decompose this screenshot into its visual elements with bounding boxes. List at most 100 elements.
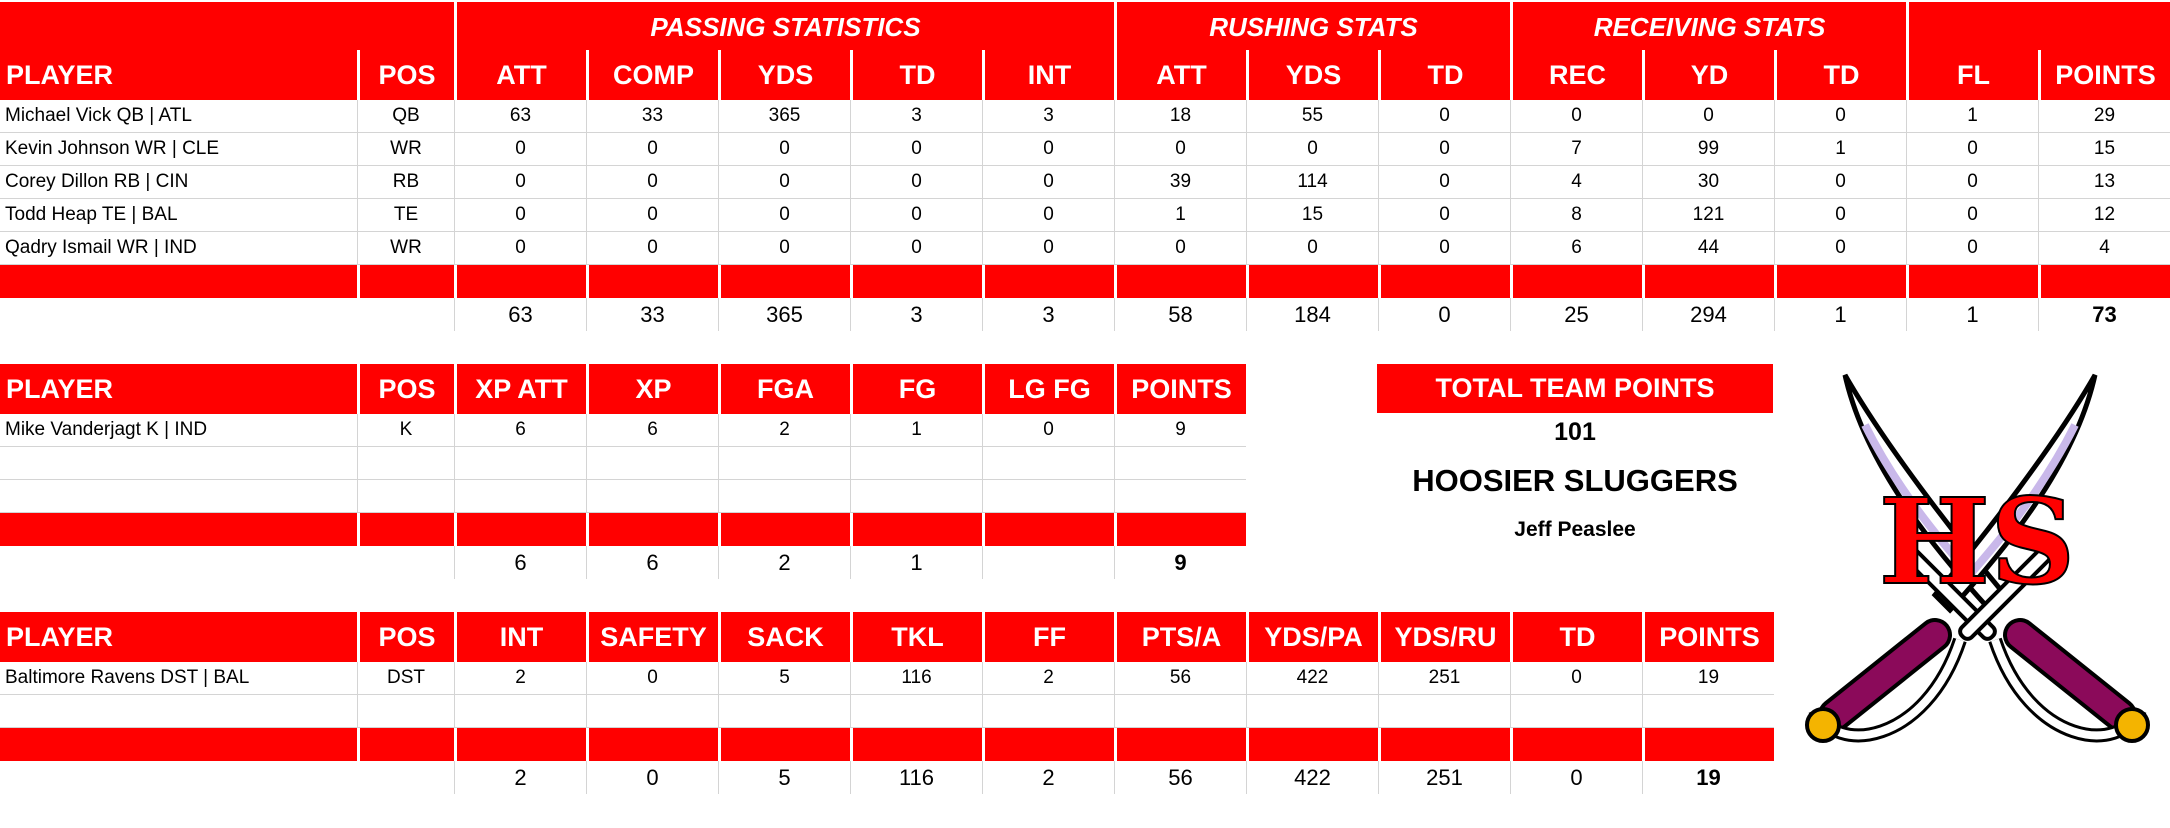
defense-cell [357, 695, 454, 728]
total-team-points-header: TOTAL TEAM POINTS [1377, 364, 1773, 413]
kicker-header-fg: FG [850, 364, 982, 414]
defense-total-points: 19 [1642, 761, 1774, 794]
logo-text: HS [1879, 472, 2076, 611]
offense-cell: 0 [454, 199, 586, 232]
offense-cell: 0 [850, 133, 982, 166]
offense-cell: 0 [718, 133, 850, 166]
kicker-cell [1114, 447, 1246, 480]
offense-cell: 114 [1246, 166, 1378, 199]
offense-cell: 44 [1642, 232, 1774, 265]
defense-header-int: INT [454, 612, 586, 662]
offense-cell: 121 [1642, 199, 1774, 232]
offense-cell: 0 [1378, 166, 1510, 199]
offense-cell: 0 [718, 166, 850, 199]
defense-cell [982, 695, 1114, 728]
offense-cell: 0 [982, 166, 1114, 199]
offense-cell: 0 [1906, 199, 2038, 232]
offense-cell: 33 [586, 100, 718, 133]
kicker-player-name: Mike Vanderjagt K | IND [0, 414, 357, 447]
offense-cell: 0 [1114, 232, 1246, 265]
defense-total-cell: 251 [1378, 761, 1510, 794]
offense-cell: 8 [1510, 199, 1642, 232]
kicker-total-cell: 6 [454, 546, 586, 579]
offense-cell: 39 [1114, 166, 1246, 199]
kicker-total-cell [982, 546, 1114, 579]
kicker-header-xp-att: XP ATT [454, 364, 586, 414]
offense-header-rec: REC [1510, 50, 1642, 100]
defense-total-cell: 0 [1510, 761, 1642, 794]
defense-cell: 19 [1642, 662, 1774, 695]
receiving-stats-group: RECEIVING STATS [1510, 0, 1906, 52]
kicker-cell: 6 [586, 414, 718, 447]
offense-cell: TE [357, 199, 454, 232]
kicker-cell: 0 [982, 414, 1114, 447]
defense-separator-bar [1246, 728, 1378, 761]
defense-cell: 0 [586, 662, 718, 695]
offense-total-cell: 1 [1906, 298, 2038, 331]
offense-total-points: 73 [2038, 298, 2170, 331]
kicker-cell [850, 447, 982, 480]
rushing-stats-group: RUSHING STATS [1114, 0, 1510, 52]
offense-separator-bar [982, 265, 1114, 298]
defense-cell: DST [357, 662, 454, 695]
offense-cell: 0 [1246, 232, 1378, 265]
defense-separator-bar [1378, 728, 1510, 761]
defense-total-cell: 56 [1114, 761, 1246, 794]
offense-total-cell: 294 [1642, 298, 1774, 331]
defense-header-pts-a: PTS/A [1114, 612, 1246, 662]
offense-cell: 29 [2038, 100, 2170, 133]
offense-cell: 4 [2038, 232, 2170, 265]
kicker-total-points: 9 [1114, 546, 1246, 579]
offense-cell: 365 [718, 100, 850, 133]
offense-cell: 3 [850, 100, 982, 133]
offense-header-att: ATT [1114, 50, 1246, 100]
defense-cell [718, 695, 850, 728]
crossed-swords-logo: HS [1795, 365, 2160, 750]
defense-separator-bar [0, 728, 357, 761]
offense-cell: 30 [1642, 166, 1774, 199]
defense-cell [850, 695, 982, 728]
offense-header-pos: POS [357, 50, 454, 100]
offense-separator-bar [357, 265, 454, 298]
offense-separator-bar [454, 265, 586, 298]
defense-total-cell: 5 [718, 761, 850, 794]
offense-cell: 0 [586, 166, 718, 199]
group-header-blank [1906, 0, 2170, 52]
offense-cell: 0 [1774, 232, 1906, 265]
kicker-header-lg-fg: LG FG [982, 364, 1114, 414]
offense-separator-bar [2038, 265, 2170, 298]
offense-total-cell: 3 [982, 298, 1114, 331]
kicker-cell [982, 480, 1114, 513]
kicker-player-name [0, 447, 357, 480]
offense-header-att: ATT [454, 50, 586, 100]
kicker-cell [454, 447, 586, 480]
kicker-total-cell [357, 546, 454, 579]
defense-cell: 2 [982, 662, 1114, 695]
offense-cell: 3 [982, 100, 1114, 133]
offense-cell: 0 [454, 166, 586, 199]
offense-separator-bar [586, 265, 718, 298]
kicker-total-cell: 1 [850, 546, 982, 579]
swords-icon: HS [1805, 373, 2150, 743]
defense-header-player: PLAYER [0, 612, 357, 662]
offense-separator-bar [1378, 265, 1510, 298]
offense-cell: 18 [1114, 100, 1246, 133]
offense-separator-bar [850, 265, 982, 298]
offense-total-cell: 3 [850, 298, 982, 331]
kicker-separator-bar [454, 513, 586, 546]
kicker-separator-bar [850, 513, 982, 546]
offense-header-yds: YDS [718, 50, 850, 100]
kicker-cell: 6 [454, 414, 586, 447]
offense-total-cell: 184 [1246, 298, 1378, 331]
offense-cell: 7 [1510, 133, 1642, 166]
defense-cell [1642, 695, 1774, 728]
offense-cell: 0 [454, 133, 586, 166]
kicker-cell [357, 480, 454, 513]
defense-separator-bar [982, 728, 1114, 761]
team-name: HOOSIER SLUGGERS [1412, 463, 1738, 498]
defense-total-cell [357, 761, 454, 794]
defense-total-cell: 422 [1246, 761, 1378, 794]
kicker-cell: 1 [850, 414, 982, 447]
offense-cell: WR [357, 133, 454, 166]
offense-cell: 63 [454, 100, 586, 133]
